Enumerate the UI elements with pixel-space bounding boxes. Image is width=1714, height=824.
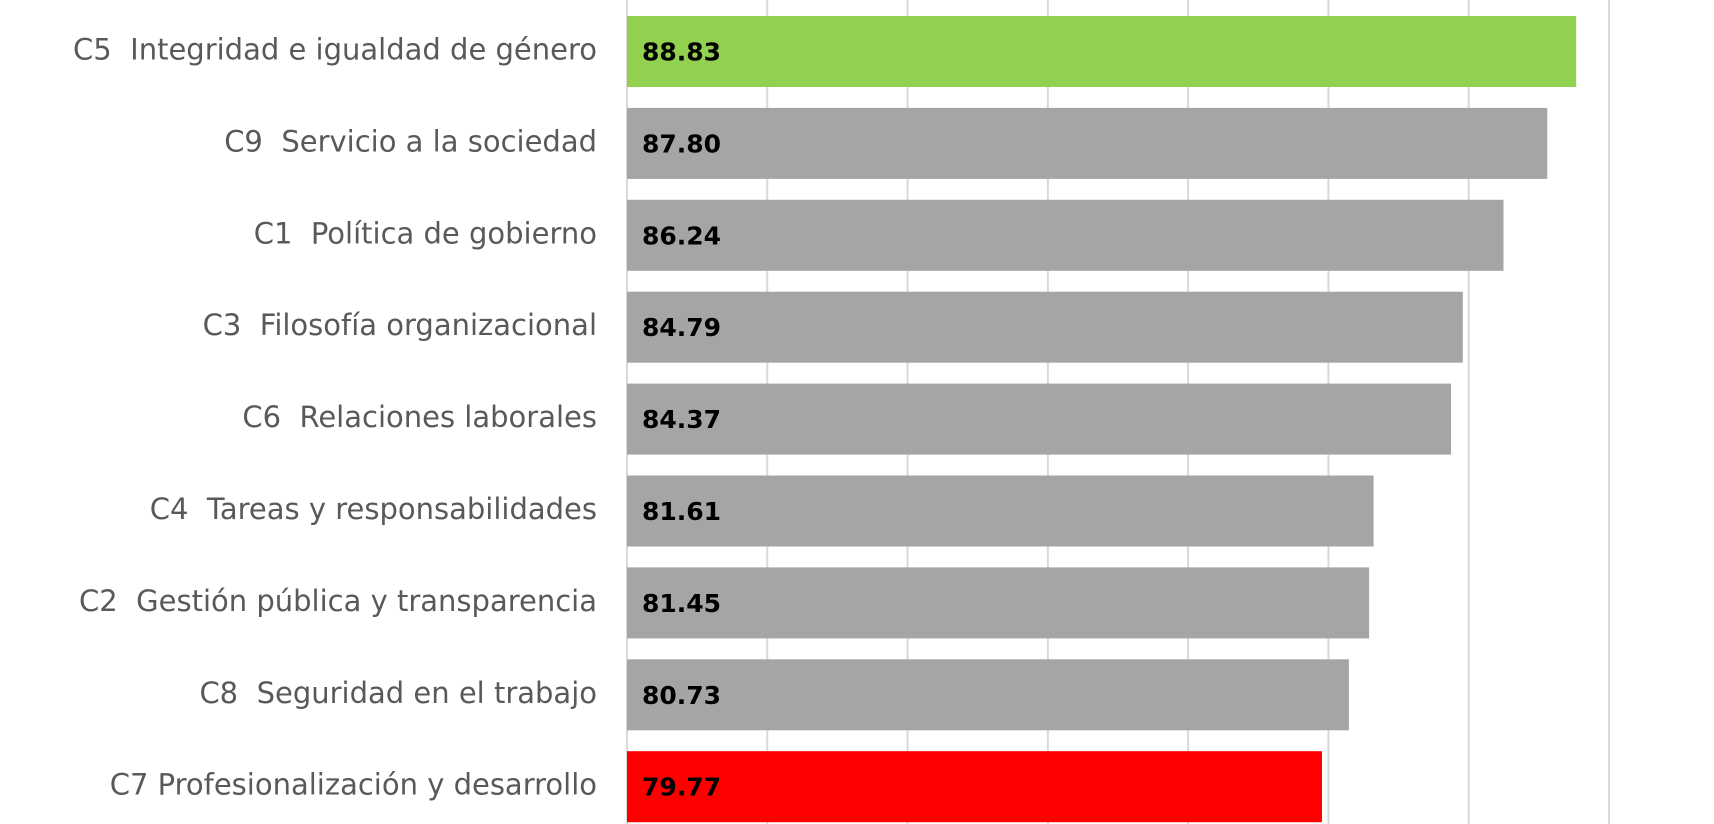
value-label: 81.61 [642, 497, 721, 526]
bar [627, 199, 1504, 271]
value-label: 87.80 [642, 129, 721, 158]
value-label: 81.45 [642, 589, 721, 618]
bar [627, 383, 1452, 455]
category-label: C4 Tareas y responsabilidades [150, 492, 597, 526]
value-label: 80.73 [642, 681, 721, 710]
category-label: C6 Relaciones laborales [242, 400, 597, 434]
bar [627, 16, 1577, 87]
bar [627, 659, 1349, 731]
value-label: 86.24 [642, 221, 721, 250]
bar [627, 751, 1322, 823]
value-label: 79.77 [642, 773, 721, 802]
category-label: C1 Política de gobierno [254, 216, 597, 250]
value-label: 84.79 [642, 313, 721, 342]
value-label: 88.83 [642, 38, 721, 67]
bar [627, 291, 1463, 363]
bar [627, 567, 1370, 639]
category-label: C8 Seguridad en el trabajo [199, 676, 597, 710]
bar [627, 107, 1548, 179]
category-label: C7 Profesionalización y desarrollo [110, 768, 597, 802]
category-label: C5 Integridad e igualdad de género [73, 33, 597, 67]
category-label: C3 Filosofía organizacional [203, 308, 597, 342]
category-label: C9 Servicio a la sociedad [224, 124, 597, 158]
value-label: 84.37 [642, 405, 721, 434]
bar [627, 475, 1374, 547]
category-label: C2 Gestión pública y transparencia [79, 584, 597, 618]
